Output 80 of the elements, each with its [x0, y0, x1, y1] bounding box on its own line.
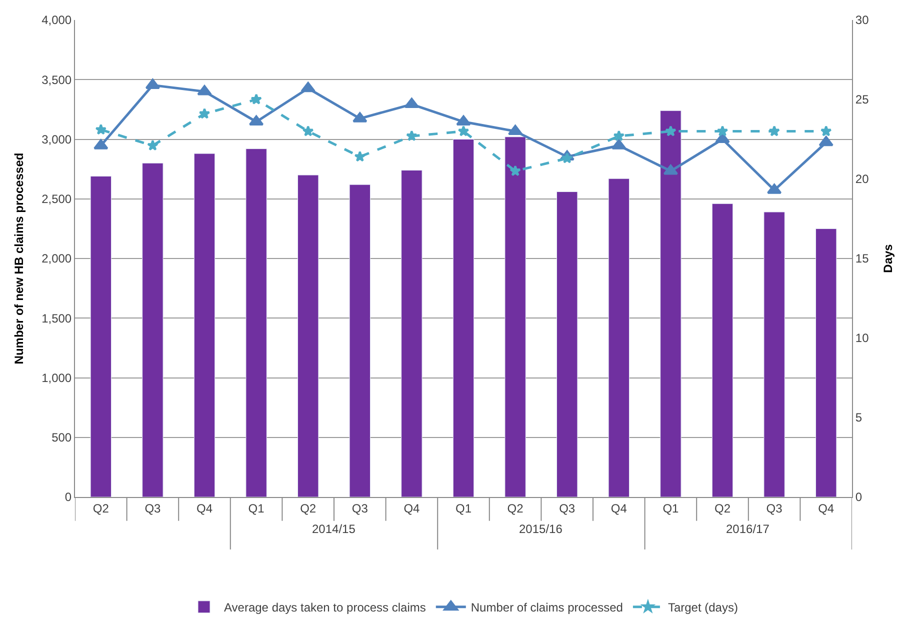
point	[354, 150, 366, 162]
x-tick-label: Q2	[300, 501, 316, 516]
bar	[142, 162, 164, 497]
y2-axis-title: Days	[880, 244, 895, 273]
bar	[194, 153, 216, 497]
point	[95, 124, 107, 135]
y-tick-label: 2,000	[42, 252, 72, 266]
y2-tick-label: 20	[855, 172, 870, 186]
bar	[608, 178, 630, 497]
x-tick-label: Q3	[144, 501, 162, 516]
point	[406, 130, 418, 142]
bar	[712, 203, 734, 497]
bar	[504, 136, 526, 497]
bar	[90, 176, 112, 497]
y-tick-label: 1,500	[42, 311, 72, 326]
y-axis-title: Number of new HB claims processed	[12, 152, 26, 364]
point	[820, 125, 832, 136]
bar	[815, 228, 837, 497]
legend-label: Average days taken to process claims	[224, 600, 426, 615]
x-tick-label: Q2	[507, 501, 524, 516]
bar	[452, 139, 474, 497]
x-tick-label: Q4	[818, 501, 834, 516]
y-tick-label: 1,000	[42, 370, 72, 385]
x-tick-label: Q1	[455, 501, 472, 516]
bar	[349, 184, 371, 497]
text: 2016/17	[726, 522, 770, 536]
point	[818, 136, 834, 146]
text: 2014/15	[312, 522, 356, 536]
x-tick-label: Q4	[610, 501, 628, 516]
point	[508, 124, 523, 136]
point	[456, 115, 471, 126]
point	[665, 125, 676, 136]
point	[716, 125, 728, 136]
y-tick-label: 4,000	[42, 13, 72, 28]
point	[248, 115, 264, 126]
x-tick-label: Q1	[662, 501, 680, 516]
y-tick-label: 3,000	[42, 132, 72, 146]
bar	[556, 191, 578, 497]
point	[302, 125, 314, 136]
point	[404, 98, 420, 108]
bar	[297, 174, 319, 497]
x-tick-label: Q2	[714, 501, 731, 516]
point	[613, 130, 625, 142]
legend-label: Number of claims processed	[470, 600, 623, 615]
point	[768, 125, 780, 136]
y2-tick-label: 0	[855, 490, 862, 504]
y-tick-label: 500	[52, 430, 72, 445]
text: 2015/16	[519, 522, 563, 536]
y2-tick-label: 10	[855, 331, 870, 346]
y2-tick-label: 30	[855, 13, 870, 28]
point	[94, 139, 108, 150]
bar	[246, 148, 267, 497]
y2-tick-label: 25	[855, 92, 870, 107]
x-tick-label: Q3	[352, 501, 368, 516]
x-tick-label: Q3	[559, 501, 576, 516]
y2-tick-label: 5	[855, 410, 862, 425]
point	[510, 165, 521, 176]
x-tick-label: Q2	[92, 501, 110, 516]
x-tick-label: Q1	[248, 501, 265, 516]
y-tick-label: 0	[64, 490, 72, 504]
bar	[401, 170, 422, 497]
y-tick-label: 2,500	[42, 192, 72, 206]
point	[612, 139, 626, 150]
bar	[660, 110, 682, 497]
x-tick-label: Q4	[196, 501, 213, 516]
x-tick-label: Q3	[766, 501, 783, 516]
point	[458, 125, 470, 136]
point	[300, 82, 316, 92]
point	[715, 132, 730, 143]
point	[561, 152, 573, 164]
y-tick-label: 3,500	[42, 72, 72, 87]
bar	[764, 212, 785, 497]
point	[198, 108, 210, 119]
point	[147, 140, 158, 151]
y2-tick-label: 15	[855, 252, 870, 266]
point	[250, 94, 262, 104]
x-tick-label: Q4	[404, 501, 420, 516]
point	[197, 85, 212, 96]
point	[352, 112, 368, 122]
legend-label: Target (days)	[668, 600, 738, 615]
